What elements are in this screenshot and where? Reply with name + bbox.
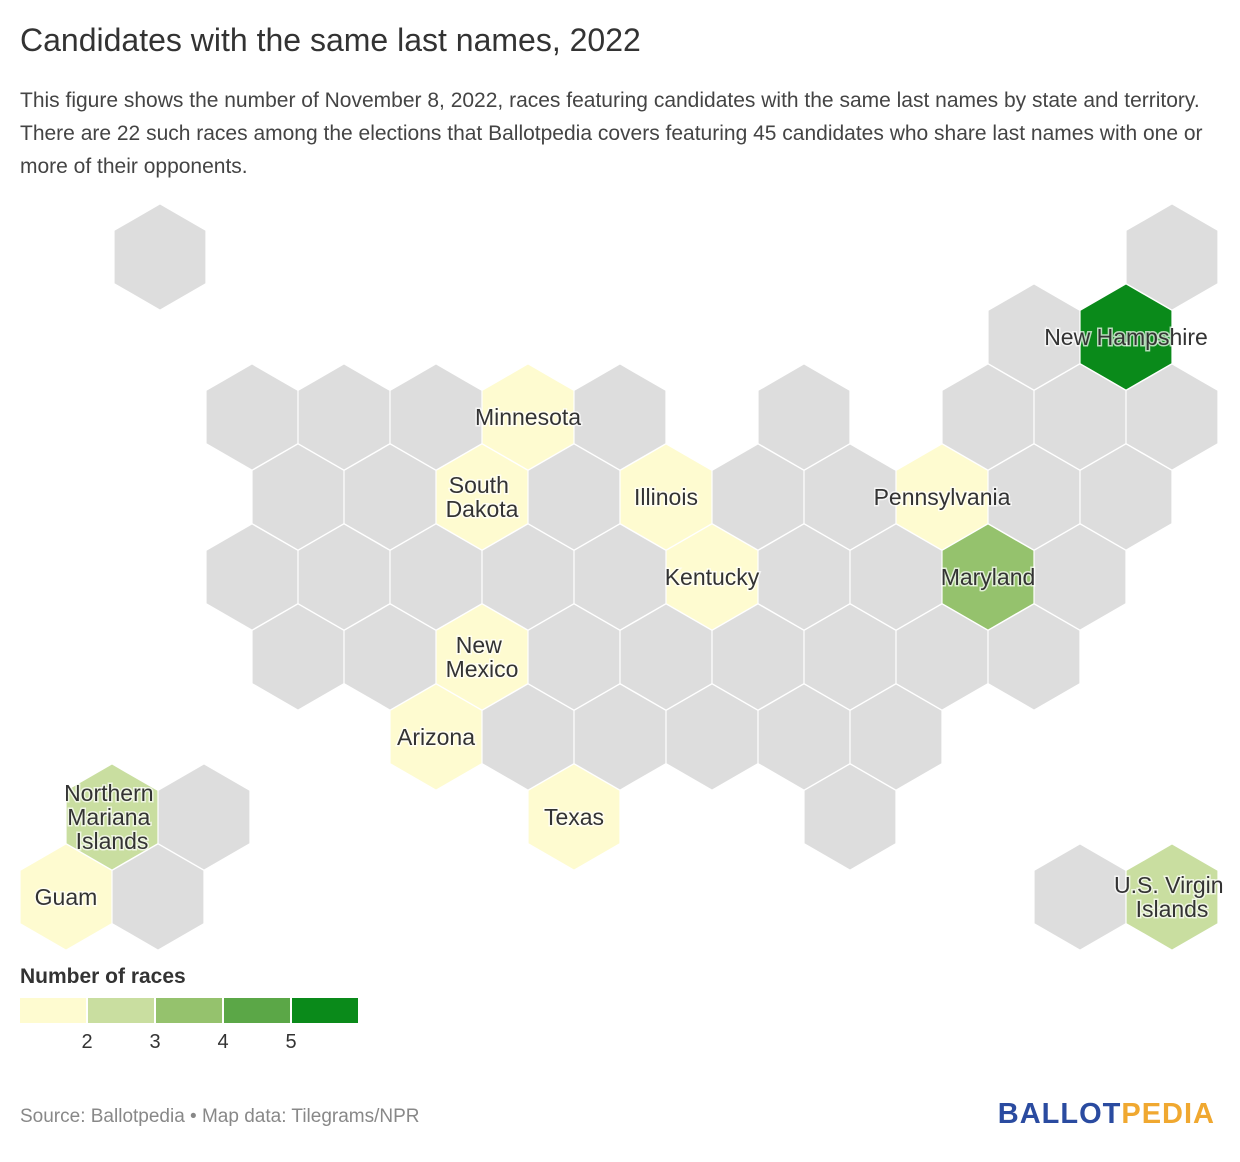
legend-swatch [88,998,154,1023]
region-label: U.S. Virgin Islands [1114,872,1230,922]
region-hex [19,843,113,951]
region-label: Maryland [941,564,1036,590]
region-label: South Dakota [446,472,519,522]
region-label: Arizona [397,724,475,750]
legend-swatch [224,998,290,1023]
legend-tick-label: 2 [81,1031,92,1053]
region-label: Illinois [634,484,698,510]
logo-part: PEDIA [1121,1098,1215,1130]
region-label: Texas [544,804,604,830]
empty-hex [803,763,897,871]
region-hex [527,763,621,871]
empty-hex [113,203,207,311]
region-label: Kentucky [665,564,760,590]
source-note: Source: Ballotpedia • Map data: Tilegram… [20,1106,420,1127]
region-label: New Mexico [446,632,519,682]
region-hex [389,683,483,791]
region-hex [435,443,529,551]
legend-title: Number of races [20,965,186,988]
legend-swatch [292,998,358,1023]
logo: BALLOTPEDIA [998,1098,1215,1131]
region-label: Guam [35,884,98,910]
region-hex [1079,283,1173,391]
legend-swatch [156,998,222,1023]
legend-tick-label: 3 [149,1031,160,1053]
region-label: Northern Mariana Islands [64,780,160,854]
region-label: Minnesota [475,404,581,430]
legend-swatch [20,998,86,1023]
logo-part: BALLOT [997,1098,1122,1130]
chart-subtitle: This figure shows the number of November… [20,89,1203,178]
region-label: Pennsylvania [874,484,1011,510]
region-hex [941,523,1035,631]
region-hex [1125,843,1219,951]
region-hex [665,523,759,631]
legend-tick-label: 5 [285,1031,296,1053]
legend-tick-label: 4 [217,1031,228,1053]
region-label: New Hampshire [1044,324,1208,350]
empty-hex [1033,843,1127,951]
chart-title: Candidates with the same last names, 202… [20,22,641,58]
